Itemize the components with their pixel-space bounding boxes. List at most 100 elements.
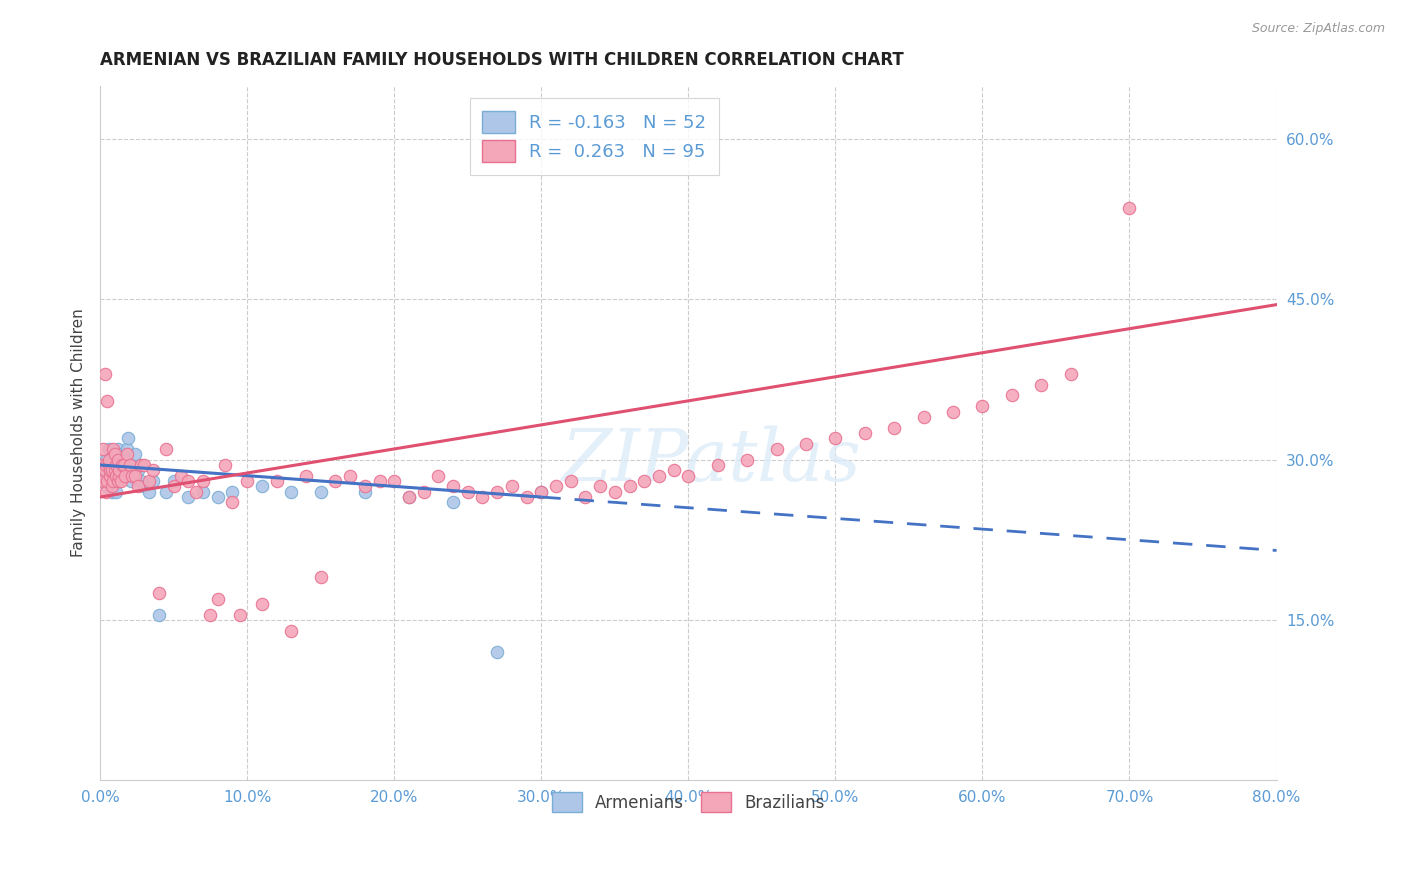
Point — [96, 479, 118, 493]
Point — [368, 474, 391, 488]
Text: ZIPatlas: ZIPatlas — [562, 425, 862, 496]
Point — [170, 468, 193, 483]
Point — [94, 458, 117, 472]
Point — [471, 490, 494, 504]
Point — [101, 479, 124, 493]
Point — [678, 468, 700, 483]
Point — [280, 624, 302, 638]
Point — [382, 474, 405, 488]
Point — [155, 484, 177, 499]
Point — [560, 474, 582, 488]
Point — [207, 591, 229, 606]
Point — [883, 420, 905, 434]
Point — [100, 468, 122, 483]
Point — [112, 458, 135, 472]
Point — [91, 463, 114, 477]
Point — [250, 597, 273, 611]
Point — [103, 458, 125, 472]
Point — [221, 495, 243, 509]
Point — [912, 409, 935, 424]
Point — [94, 484, 117, 499]
Point — [441, 479, 464, 493]
Point — [138, 484, 160, 499]
Point — [118, 458, 141, 472]
Point — [191, 484, 214, 499]
Point — [97, 442, 120, 456]
Point — [339, 468, 361, 483]
Point — [91, 474, 114, 488]
Point — [97, 458, 120, 472]
Point — [1059, 367, 1081, 381]
Point — [104, 447, 127, 461]
Point — [309, 570, 332, 584]
Point — [325, 474, 347, 488]
Point — [105, 458, 128, 472]
Point — [662, 463, 685, 477]
Point — [103, 442, 125, 456]
Point — [93, 463, 115, 477]
Text: Source: ZipAtlas.com: Source: ZipAtlas.com — [1251, 22, 1385, 36]
Point — [107, 442, 129, 456]
Point — [96, 474, 118, 488]
Point — [824, 431, 846, 445]
Point — [735, 452, 758, 467]
Point — [97, 452, 120, 467]
Point — [1118, 202, 1140, 216]
Point — [131, 474, 153, 488]
Point — [138, 474, 160, 488]
Point — [544, 479, 567, 493]
Point — [706, 458, 728, 472]
Point — [155, 442, 177, 456]
Point — [177, 490, 200, 504]
Point — [117, 431, 139, 445]
Point — [105, 484, 128, 499]
Point — [108, 468, 131, 483]
Legend: Armenians, Brazilians: Armenians, Brazilians — [540, 780, 837, 824]
Point — [134, 458, 156, 472]
Point — [97, 468, 120, 483]
Point — [110, 447, 132, 461]
Point — [619, 479, 641, 493]
Point — [101, 463, 124, 477]
Point — [90, 458, 112, 472]
Point — [115, 447, 138, 461]
Point — [163, 474, 186, 488]
Point — [200, 607, 222, 622]
Point — [142, 463, 165, 477]
Point — [124, 447, 146, 461]
Point — [280, 484, 302, 499]
Point — [603, 484, 626, 499]
Point — [93, 468, 115, 483]
Point — [121, 458, 143, 472]
Point — [191, 474, 214, 488]
Point — [108, 463, 131, 477]
Point — [163, 479, 186, 493]
Point — [94, 474, 117, 488]
Point — [104, 468, 127, 483]
Point — [121, 468, 143, 483]
Point — [134, 479, 156, 493]
Point — [112, 458, 135, 472]
Point — [100, 458, 122, 472]
Point — [309, 484, 332, 499]
Point — [398, 490, 420, 504]
Point — [142, 474, 165, 488]
Point — [1031, 377, 1053, 392]
Point — [107, 452, 129, 467]
Point — [111, 458, 134, 472]
Point — [353, 484, 375, 499]
Point — [148, 607, 170, 622]
Point — [118, 463, 141, 477]
Point — [103, 474, 125, 488]
Point — [108, 468, 131, 483]
Point — [96, 393, 118, 408]
Point — [221, 484, 243, 499]
Point — [266, 474, 288, 488]
Point — [105, 468, 128, 483]
Point — [853, 425, 876, 440]
Point — [124, 468, 146, 483]
Y-axis label: Family Households with Children: Family Households with Children — [72, 309, 86, 558]
Point — [412, 484, 434, 499]
Point — [250, 479, 273, 493]
Point — [295, 468, 318, 483]
